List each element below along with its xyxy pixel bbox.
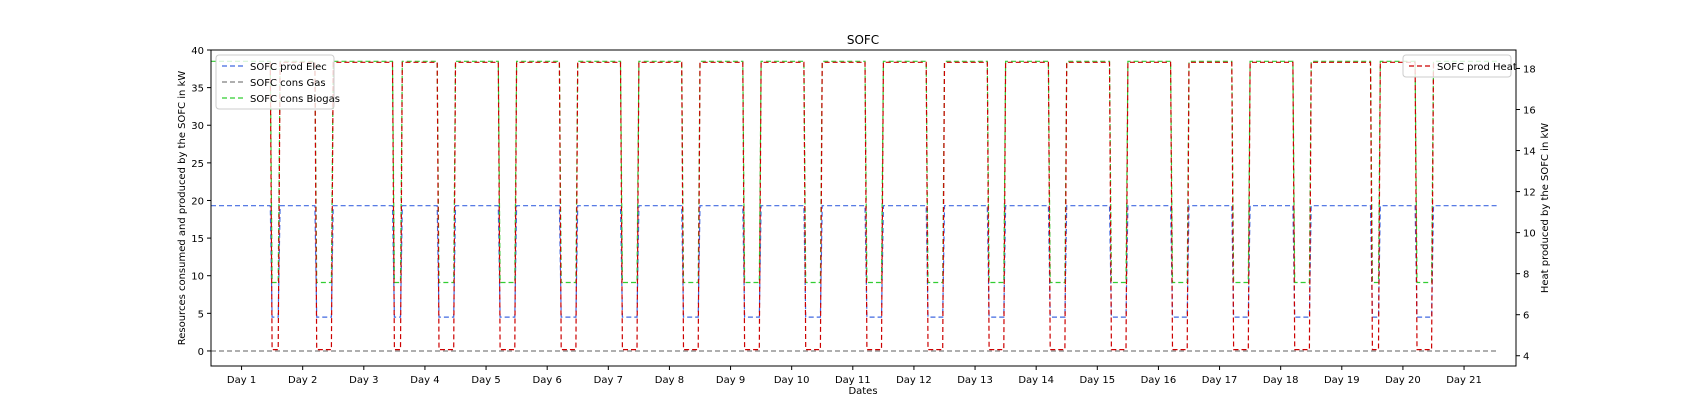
y-right-tick-label-1: 6 xyxy=(1523,311,1529,322)
series-line-sofc-prod-elec xyxy=(211,205,1498,318)
x-tick-label-5: Day 6 xyxy=(533,375,562,386)
series-layer xyxy=(211,60,1498,352)
y-axis-label-left: Resources consumed and produced by the S… xyxy=(177,71,188,346)
chart-title: SOFC xyxy=(847,33,879,47)
y-axis-label-right: Heat produced by the SOFC in kW xyxy=(1540,123,1551,293)
y-right-tick-label-7: 18 xyxy=(1523,64,1536,75)
y-right-tick-label-5: 14 xyxy=(1523,147,1536,158)
y-left-tick-label-6: 30 xyxy=(191,121,204,132)
axes-layer: 0 5 10 15 20 25 30 35 40 4 6 8 10 12 14 16 18 Day 1 Day 2 D… xyxy=(191,46,1535,386)
y-left-tick-label-8: 40 xyxy=(191,46,204,57)
y-left-tick-label-1: 5 xyxy=(198,309,204,320)
legend-label-sofc-prod-heat: SOFC prod Heat xyxy=(1437,62,1517,73)
x-tick-label-6: Day 7 xyxy=(594,375,623,386)
y-right-tick-label-0: 4 xyxy=(1523,352,1529,363)
y-left-tick-label-5: 25 xyxy=(191,159,204,170)
y-right-tick-label-3: 10 xyxy=(1523,229,1536,240)
plot-frame xyxy=(210,49,1517,367)
x-tick-label-9: Day 10 xyxy=(774,375,810,386)
legend-right-frame xyxy=(1402,54,1512,78)
x-tick-label-20: Day 21 xyxy=(1446,375,1482,386)
y-left-tick-label-3: 15 xyxy=(191,234,204,245)
legend-left-frame xyxy=(215,54,335,110)
x-tick-label-10: Day 11 xyxy=(835,375,871,386)
x-tick-label-0: Day 1 xyxy=(227,375,256,386)
x-tick-label-11: Day 12 xyxy=(896,375,932,386)
x-tick-label-17: Day 18 xyxy=(1263,375,1299,386)
legend-left: SOFC prod Elec SOFC cons Gas SOFC cons Bio… xyxy=(215,54,340,110)
x-axis-label: Dates xyxy=(848,386,877,397)
x-tick-label-8: Day 9 xyxy=(716,375,745,386)
x-tick-label-15: Day 16 xyxy=(1141,375,1177,386)
x-tick-label-16: Day 17 xyxy=(1202,375,1238,386)
y-left-tick-label-7: 35 xyxy=(191,84,204,95)
y-left-tick-label-4: 20 xyxy=(191,196,204,207)
x-tick-label-4: Day 5 xyxy=(471,375,500,386)
series-line-sofc-prod-heat xyxy=(269,61,1435,351)
y-left-tick-label-0: 0 xyxy=(198,347,204,358)
x-tick-label-18: Day 19 xyxy=(1324,375,1360,386)
x-tick-label-19: Day 20 xyxy=(1385,375,1421,386)
legend-label-sofc-cons-biogas: SOFC cons Biogas xyxy=(250,94,340,105)
y-right-tick-label-2: 8 xyxy=(1523,270,1529,281)
y-right-tick-label-4: 12 xyxy=(1523,188,1536,199)
x-tick-label-14: Day 15 xyxy=(1079,375,1115,386)
y-right-tick-label-6: 16 xyxy=(1523,106,1536,117)
x-tick-label-3: Day 4 xyxy=(410,375,439,386)
y-left-tick-label-2: 10 xyxy=(191,272,204,283)
x-tick-label-12: Day 13 xyxy=(957,375,993,386)
x-tick-label-7: Day 8 xyxy=(655,375,684,386)
x-tick-label-1: Day 2 xyxy=(288,375,317,386)
x-tick-label-2: Day 3 xyxy=(349,375,378,386)
legend-right: SOFC prod Heat xyxy=(1402,54,1517,78)
x-tick-label-13: Day 14 xyxy=(1018,375,1054,386)
legend-label-sofc-prod-elec: SOFC prod Elec xyxy=(250,62,327,73)
legend-label-sofc-cons-gas: SOFC cons Gas xyxy=(250,78,326,89)
